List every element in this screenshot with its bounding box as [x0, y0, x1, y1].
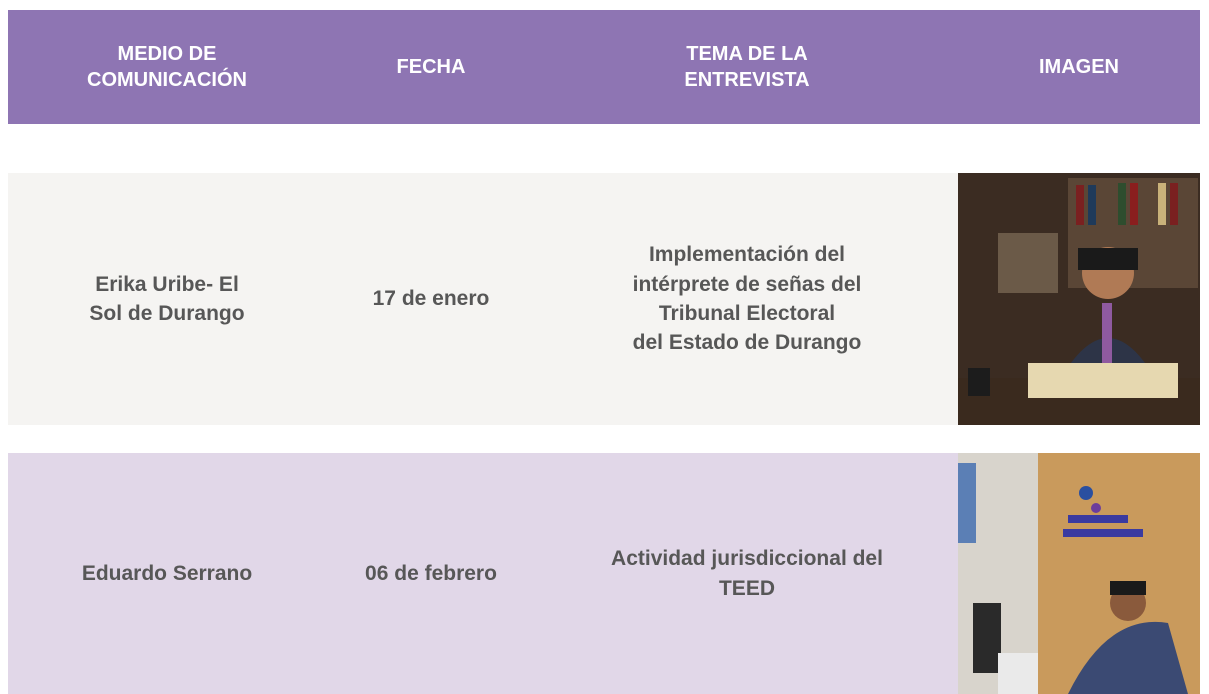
- table-header: MEDIO DE COMUNICACIÓN FECHA TEMA DE LA E…: [8, 10, 1200, 124]
- header-cell: MEDIO DE COMUNICACIÓN: [87, 43, 247, 91]
- header-cell: TEMA DE LA ENTREVISTA: [684, 43, 810, 91]
- cell: Erika Uribe- El Sol de Durango: [89, 272, 245, 325]
- cell: 17 de enero: [372, 287, 490, 311]
- table-row: Eduardo Serrano 06 de febrero Actividad …: [8, 453, 1200, 694]
- photo: [958, 173, 1200, 425]
- image-cell: [958, 453, 1200, 694]
- cell: Actividad jurisdiccional del TEED: [611, 547, 883, 600]
- cell: 06 de febrero: [365, 561, 497, 585]
- header-cell: FECHA: [396, 56, 466, 78]
- photo: [958, 453, 1200, 694]
- cell: Eduardo Serrano: [81, 561, 253, 585]
- header-cell: IMAGEN: [1039, 56, 1119, 78]
- cell: Implementación del intérprete de señas d…: [632, 243, 862, 355]
- table-row: Erika Uribe- El Sol de Durango 17 de ene…: [8, 173, 1200, 425]
- image-cell: [958, 173, 1200, 425]
